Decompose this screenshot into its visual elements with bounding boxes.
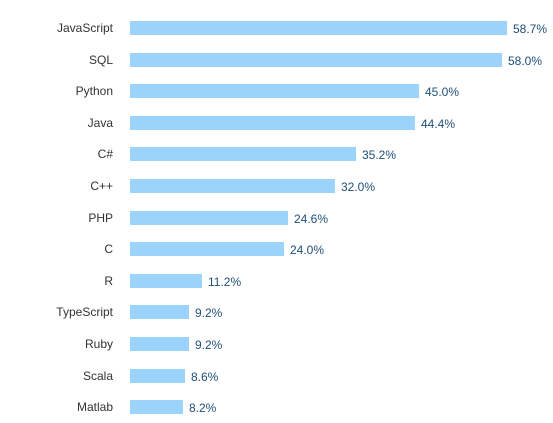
value-label: 24.0%: [290, 243, 325, 257]
value-label: 32.0%: [341, 180, 376, 194]
category-label: Scala: [82, 369, 113, 383]
category-label: JavaScript: [56, 21, 113, 35]
category-label: Python: [75, 84, 113, 98]
value-label: 8.2%: [189, 401, 217, 415]
value-label: 24.6%: [294, 212, 329, 226]
category-label: SQL: [88, 53, 113, 67]
bar: [130, 369, 185, 383]
value-label: 35.2%: [362, 148, 397, 162]
value-label: 44.4%: [421, 117, 456, 131]
bar: [130, 116, 415, 130]
bar: [130, 400, 183, 414]
category-label: PHP: [88, 211, 113, 225]
value-label: 58.7%: [513, 22, 548, 36]
bar: [130, 242, 284, 256]
bar: [130, 179, 335, 193]
category-label: Ruby: [84, 337, 113, 351]
value-label: 45.0%: [425, 85, 460, 99]
bar: [130, 53, 502, 67]
value-label: 11.2%: [208, 275, 242, 289]
value-label: 9.2%: [195, 306, 223, 320]
bar: [130, 21, 507, 35]
value-label: 9.2%: [195, 338, 223, 352]
category-label: C++: [90, 179, 113, 193]
category-label: C#: [97, 147, 113, 161]
bar: [130, 337, 189, 351]
bar: [130, 305, 189, 319]
category-label: C: [104, 242, 113, 256]
bar: [130, 147, 356, 161]
bar: [130, 211, 288, 225]
bar: [130, 84, 419, 98]
category-label: Matlab: [76, 400, 113, 414]
category-label: TypeScript: [56, 305, 113, 319]
value-label: 58.0%: [508, 54, 543, 68]
value-label: 8.6%: [191, 370, 219, 384]
bar: [130, 274, 202, 288]
category-label: Java: [87, 116, 113, 130]
category-label: R: [104, 274, 113, 288]
